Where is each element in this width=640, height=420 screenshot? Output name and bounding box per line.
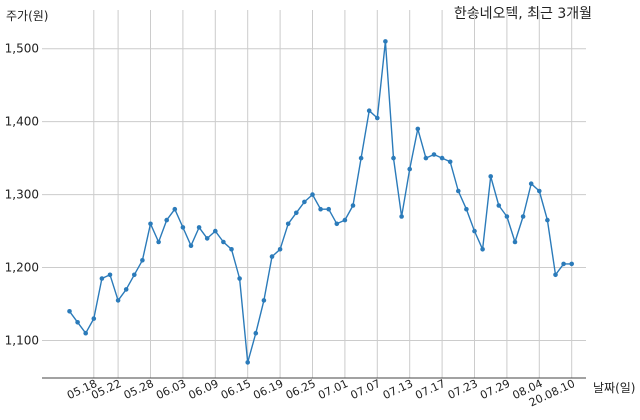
data-point [456, 188, 461, 194]
y-axis-ticks: 1,100 1,200 1,300 1,400 1,500 [5, 42, 39, 348]
data-point [375, 115, 380, 121]
data-point [334, 221, 340, 227]
data-point [180, 225, 186, 230]
x-tick-label: 05.28 [122, 377, 156, 402]
data-point [326, 206, 332, 212]
data-point [285, 221, 291, 227]
data-point [407, 166, 413, 172]
data-point [310, 192, 315, 197]
data-point [447, 159, 453, 165]
data-point [358, 155, 364, 161]
x-tick-label: 07.13 [381, 377, 415, 402]
data-point [423, 155, 429, 161]
x-tick-label: 06.15 [219, 377, 253, 402]
data-point [431, 152, 437, 157]
data-point [261, 298, 267, 303]
x-tick-label: 07.17 [413, 377, 447, 402]
chart-title: 한송네오텍, 최근 3개월 [454, 6, 592, 22]
data-point [99, 276, 105, 281]
data-point [561, 261, 566, 267]
data-point [318, 206, 323, 212]
data-point [472, 228, 477, 234]
data-point [399, 214, 404, 219]
data-point [237, 276, 242, 281]
x-tick-label: 07.01 [316, 377, 350, 402]
y-tick-label: 1,300 [5, 188, 39, 202]
data-point [221, 239, 226, 245]
data-point [204, 236, 210, 241]
data-point [528, 181, 534, 186]
series-line [68, 40, 572, 364]
x-tick-label: 07.07 [349, 377, 383, 402]
x-tick-label: 06.03 [154, 377, 188, 402]
data-point [172, 206, 178, 212]
data-point [91, 316, 97, 321]
data-point [115, 298, 121, 303]
data-point [569, 261, 574, 267]
data-point [196, 225, 202, 230]
data-point [391, 155, 396, 161]
x-tick-label: 06.25 [284, 377, 318, 402]
data-point [553, 272, 558, 278]
data-point [464, 206, 469, 212]
data-point [188, 243, 194, 248]
data-point [164, 217, 169, 223]
data-point [512, 239, 518, 245]
data-point [342, 217, 348, 223]
data-point [520, 214, 526, 219]
data-point [366, 108, 372, 113]
data-point [537, 188, 542, 194]
data-point [75, 320, 80, 325]
x-tick-label: 07.23 [446, 377, 480, 402]
data-point [488, 174, 494, 179]
data-point [83, 330, 88, 336]
y-tick-label: 1,100 [5, 334, 39, 348]
x-tick-label: 07.29 [478, 377, 512, 402]
data-point [140, 258, 145, 263]
data-point [67, 309, 72, 314]
y-tick-label: 1,500 [5, 42, 39, 56]
y-tick-label: 1,200 [5, 261, 39, 275]
data-point [269, 254, 275, 259]
x-tick-label: 06.19 [251, 377, 285, 402]
y-tick-label: 1,400 [5, 115, 39, 129]
data-point [302, 199, 307, 205]
data-point [383, 39, 388, 44]
data-point [545, 217, 550, 223]
data-point [294, 210, 299, 216]
data-point [123, 287, 129, 292]
data-point [350, 203, 356, 208]
data-point [496, 203, 502, 208]
data-point [439, 155, 445, 161]
data-point [504, 214, 510, 219]
grid-lines [42, 10, 586, 378]
x-tick-label: 06.09 [187, 377, 221, 402]
data-point [132, 272, 137, 278]
data-point [107, 272, 113, 278]
data-point [156, 239, 161, 245]
x-axis-label: 날짜(일) [593, 381, 635, 395]
data-point [148, 221, 153, 227]
data-point [253, 330, 259, 336]
x-axis-ticks: 05.1805.2205.2806.0306.0906.1506.1906.25… [65, 377, 577, 409]
data-point [277, 247, 283, 252]
y-axis-label: 주가(원) [6, 9, 48, 23]
data-point [480, 247, 485, 252]
data-point [245, 360, 250, 365]
price-series [67, 39, 574, 365]
data-point [213, 228, 218, 234]
data-point [415, 126, 421, 132]
data-point [229, 247, 234, 252]
